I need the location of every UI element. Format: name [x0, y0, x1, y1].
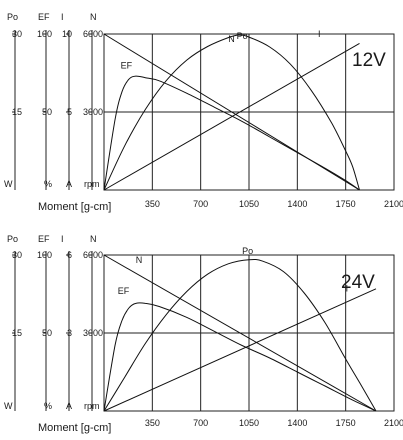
x-axis: 350 700 1050 1400 1750 2100 Moment [g-cm] — [38, 199, 403, 213]
y-axis-unit: % — [44, 401, 52, 411]
series-line-i — [103, 42, 360, 191]
y-axis-tick-label: 10 — [62, 29, 72, 39]
y-axis-header: N — [90, 12, 97, 22]
y-axis-unit: % — [44, 179, 52, 189]
y-axis-tick-label: 15 — [12, 328, 22, 338]
y-axis-tick-label: 3000 — [83, 328, 103, 338]
series-label-n: N — [228, 34, 235, 44]
y-axis-tick-label: 50 — [42, 107, 52, 117]
y-axis-ef: EF% 50 100 — [37, 234, 52, 411]
series-line-ef — [103, 75, 360, 191]
x-tick-label: 350 — [145, 418, 160, 428]
y-axis-tick-label: 3000 — [83, 107, 103, 117]
x-axis-label: Moment [g-cm] — [38, 422, 111, 434]
series-label-po: Po — [242, 246, 253, 256]
series-label-i: I — [318, 29, 321, 39]
y-axis-unit: rpm — [84, 179, 100, 189]
series-label-ef: EF — [121, 60, 133, 70]
y-axis-unit: W — [4, 179, 13, 189]
y-axis-unit: A — [66, 179, 72, 189]
y-axis-tick-label: 15 — [12, 107, 22, 117]
x-axis-label: Moment [g-cm] — [38, 201, 111, 213]
y-axis-tick-label: 5 — [67, 107, 72, 117]
y-axis-unit: W — [4, 401, 13, 411]
gridlines — [104, 34, 394, 190]
x-tick-label: 350 — [145, 199, 160, 209]
y-axis-header: I — [61, 12, 64, 22]
y-axis-header: Po — [7, 234, 18, 244]
y-axis-tick-label: 6000 — [83, 250, 103, 260]
y-axis-unit: A — [66, 401, 72, 411]
y-axis-header: N — [90, 234, 97, 244]
y-axis-header: EF — [38, 234, 50, 244]
x-tick-label: 700 — [193, 418, 208, 428]
x-tick-label: 1750 — [336, 418, 356, 428]
series-label-i: I — [346, 283, 349, 293]
series-label-n: N — [136, 255, 143, 265]
series-group: N I Po EF — [103, 246, 377, 412]
x-tick-label: 2100 — [384, 199, 403, 209]
y-axis-tick-label: 30 — [12, 29, 22, 39]
y-axis-tick-label: 50 — [42, 328, 52, 338]
y-axis-tick-label: 3 — [67, 328, 72, 338]
x-axis: 350 700 1050 1400 1750 2100 Moment [g-cm] — [38, 418, 403, 434]
y-axis-unit: rpm — [84, 401, 100, 411]
y-axis-ef: EF% 50 100 — [37, 12, 52, 190]
series-label-ef: EF — [118, 286, 130, 296]
x-tick-label: 2100 — [384, 418, 403, 428]
y-axis-tick-label: 6 — [67, 250, 72, 260]
series-line-i — [103, 288, 377, 412]
y-axis-header: EF — [38, 12, 50, 22]
y-axis-tick-label: 100 — [37, 29, 52, 39]
voltage-label: 12V — [352, 50, 386, 71]
x-tick-label: 1750 — [336, 199, 356, 209]
y-axis-i: I A 5 10 — [61, 12, 72, 190]
series-label-po: Po — [237, 31, 248, 41]
x-tick-label: 1400 — [287, 199, 307, 209]
x-tick-label: 1050 — [239, 418, 259, 428]
y-axis-po: Po W 15 30 — [4, 12, 22, 190]
y-axis-header: Po — [7, 12, 18, 22]
y-axis-tick-label: 30 — [12, 250, 22, 260]
voltage-label: 24V — [341, 272, 375, 293]
y-axis-i: I A 3 6 — [61, 234, 72, 411]
y-axis-po: Po W 15 30 — [4, 234, 22, 411]
series-line-n — [103, 254, 377, 412]
y-axis-tick-label: 6000 — [83, 29, 103, 39]
y-axis-tick-label: 100 — [37, 250, 52, 260]
series-line-po — [103, 34, 360, 191]
series-line-ef — [103, 302, 377, 412]
x-tick-label: 1400 — [287, 418, 307, 428]
series-line-po — [103, 258, 377, 412]
y-axis-header: I — [61, 234, 64, 244]
x-tick-label: 700 — [193, 199, 208, 209]
x-tick-label: 1050 — [239, 199, 259, 209]
series-group: N I Po EF — [103, 29, 360, 191]
